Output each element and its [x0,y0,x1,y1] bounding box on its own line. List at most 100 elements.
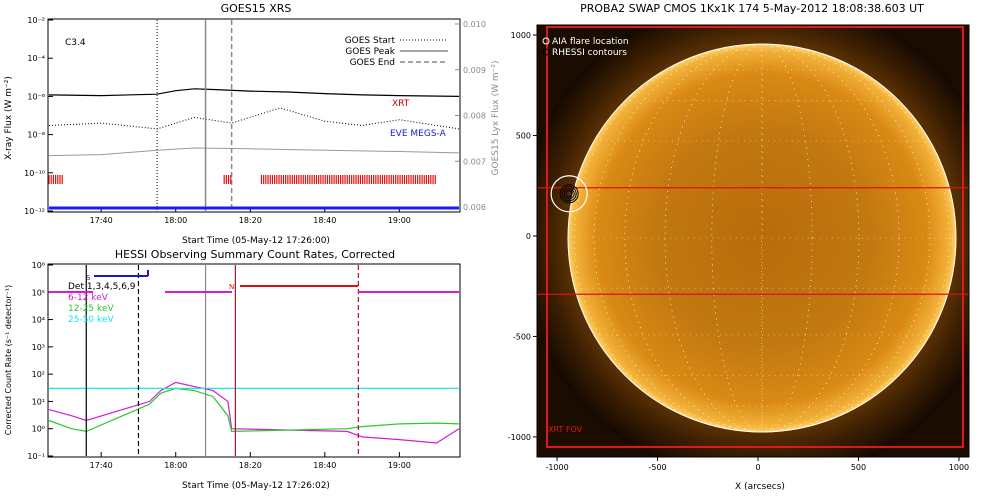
hessi-series-line [48,381,460,444]
hessi-vlines [85,265,359,456]
hessi-y-tick-label: 10⁻¹ [27,452,45,461]
hessi-plot-frame [47,263,461,458]
hessi-x-tick-label: 18:40 [313,461,336,470]
swap-fov-label: XRT FOV [548,425,583,434]
goes-legend-peak-label: GOES Peak [345,47,395,57]
swap-legend: AIA flare location RHESSI contours [542,37,629,58]
goes-y2-tick-label: 0.006 [463,203,486,212]
hessi-x-tick-label: 19:00 [388,461,411,470]
swap-xrt-fov-box [546,26,964,448]
hessi-y-tick-label: 10⁰ [32,425,45,434]
swap-x-axis: -1000 -500 0 500 1000 [545,457,969,472]
swap-y-tick-label: -1000 [508,433,531,442]
goes-x-axis: 17:40 18:00 18:20 18:40 19:00 [90,207,411,225]
swap-grid-lon [574,43,950,433]
goes-x-tick-label: 17:40 [90,216,113,225]
swap-solar-disk [568,44,956,432]
swap-rhessi-contour [561,186,577,202]
hessi-y-tick-label: 10⁴ [32,316,45,325]
swap-x-tick-label: 0 [755,463,760,472]
swap-panel: PROBA2 SWAP CMOS 1Kx1K 174 5-May-2012 18… [508,2,970,492]
swap-plot-frame [536,24,970,458]
swap-x-tick-label: 500 [851,463,866,472]
goes-y2label: GOES15 Lyx Flux (W m⁻²) [491,61,501,176]
goes-y2-tick-label: 0.008 [463,112,486,121]
hessi-saa-marker: S [86,274,91,282]
hessi-y-tick-label: 10⁶ [32,261,45,270]
hessi-y-axis: 10⁻¹ 10⁰ 10¹ 10² 10³ 10⁴ 10⁵ 10⁶ [27,261,53,461]
swap-grid-lon [711,43,813,433]
swap-xlabel: X (arcsecs) [735,482,785,492]
hessi-y-tick-label: 10¹ [32,397,45,406]
swap-legend-rhessi-symbol [542,48,550,56]
swap-x-tick-label: 1000 [949,463,969,472]
goes-series-group [48,88,460,157]
swap-x-tick-label: -500 [648,463,666,472]
swap-y-axis: -1000 -500 0 500 1000 [508,31,537,442]
hessi-night-marker: N [229,283,234,291]
goes-y2-tick-label: 0.009 [463,66,486,75]
swap-y-tick-label: -500 [513,332,531,341]
swap-grid-lon [593,43,931,433]
swap-grid-lon [624,43,900,433]
goes-x-tick-label: 18:40 [313,216,336,225]
hessi-legend-det: Det 1,3,4,5,6,9 [68,282,136,292]
swap-y-tick-label: 500 [516,132,531,141]
goes-legend-end-label: GOES End [350,58,395,68]
goes-y-tick-label: 10⁻¹⁰ [24,169,45,178]
goes-series-line [48,147,460,157]
goes-vlines [156,20,233,211]
hessi-xlabel: Start Time (05-May-12 17:26:02) [182,481,330,491]
hessi-y-tick-label: 10⁵ [32,288,45,297]
hessi-ylabel: Corrected Count Rate (s⁻¹ detector⁻¹) [4,285,13,436]
swap-legend-rhessi: RHESSI contours [552,48,627,58]
goes-x-tick-label: 18:00 [164,216,187,225]
goes-y-tick-label: 10⁻¹² [24,207,45,216]
swap-flare-marker [550,175,588,213]
hessi-x-tick-label: 18:00 [164,461,187,470]
hessi-y-tick-label: 10² [32,370,45,379]
hessi-y-tick-label: 10³ [32,343,45,352]
goes-y2-axis: 0.006 0.007 0.008 0.009 0.010 [455,20,486,212]
swap-limb [567,43,957,433]
goes-y-tick-label: 10⁻⁸ [27,131,45,140]
goes-y2-tick-label: 0.010 [463,20,486,29]
swap-rhessi-contour [559,184,579,204]
hessi-series-line [48,387,460,433]
hessi-panel: HESSI Observing Summary Count Rates, Cor… [4,248,461,491]
swap-y-tick-label: 1000 [511,31,531,40]
goes-series-line [48,107,460,130]
hessi-x-axis: 17:40 18:00 18:20 18:40 19:00 [90,452,411,470]
goes-legend: GOES Start GOES Peak GOES End [345,36,448,68]
goes-ylabel: X-ray Flux (W m⁻²) [4,76,14,160]
hessi-legend: Det 1,3,4,5,6,9 6-12 keV 12-25 keV 25-50… [68,282,136,325]
hessi-x-tick-label: 18:20 [239,461,262,470]
swap-legend-aia: AIA flare location [552,37,629,47]
goes-y-tick-label: 10⁻⁶ [27,92,45,101]
swap-aia-flare-circle [550,175,588,213]
swap-rhessi-contour [563,188,575,200]
swap-hlines [537,187,969,295]
hessi-legend-25-50: 25-50 keV [68,315,114,325]
goes-y2-tick-label: 0.007 [463,157,486,166]
goes-annotation: C3.4 [65,38,86,48]
goes-series-line [48,88,460,97]
goes-panel: GOES15 XRS C3.4 X-ray Flux (W m⁻²) GOES1… [4,2,501,246]
goes-x-tick-label: 18:20 [239,216,262,225]
swap-x-tick-label: -1000 [545,463,568,472]
swap-y-tick-label: 0 [526,232,531,241]
goes-y-tick-label: 10⁻⁴ [27,54,45,63]
hessi-legend-6-12: 6-12 keV [68,293,109,303]
goes-xrt-label: XRT [392,99,410,109]
goes-eve-label: EVE MEGS-A [390,129,447,139]
swap-rhessi-contour [565,190,573,198]
hessi-series-group [48,381,460,444]
hessi-attenuator-states: S N [49,270,459,293]
hessi-x-tick-label: 17:40 [90,461,113,470]
goes-xlabel: Start Time (05-May-12 17:26:00) [182,236,330,246]
swap-legend-aia-symbol [542,37,550,45]
goes-x-tick-label: 19:00 [388,216,411,225]
goes-y-axis: 10⁻¹² 10⁻¹⁰ 10⁻⁸ 10⁻⁶ 10⁻⁴ 10⁻² [24,16,53,216]
goes-red-bars [48,175,436,184]
